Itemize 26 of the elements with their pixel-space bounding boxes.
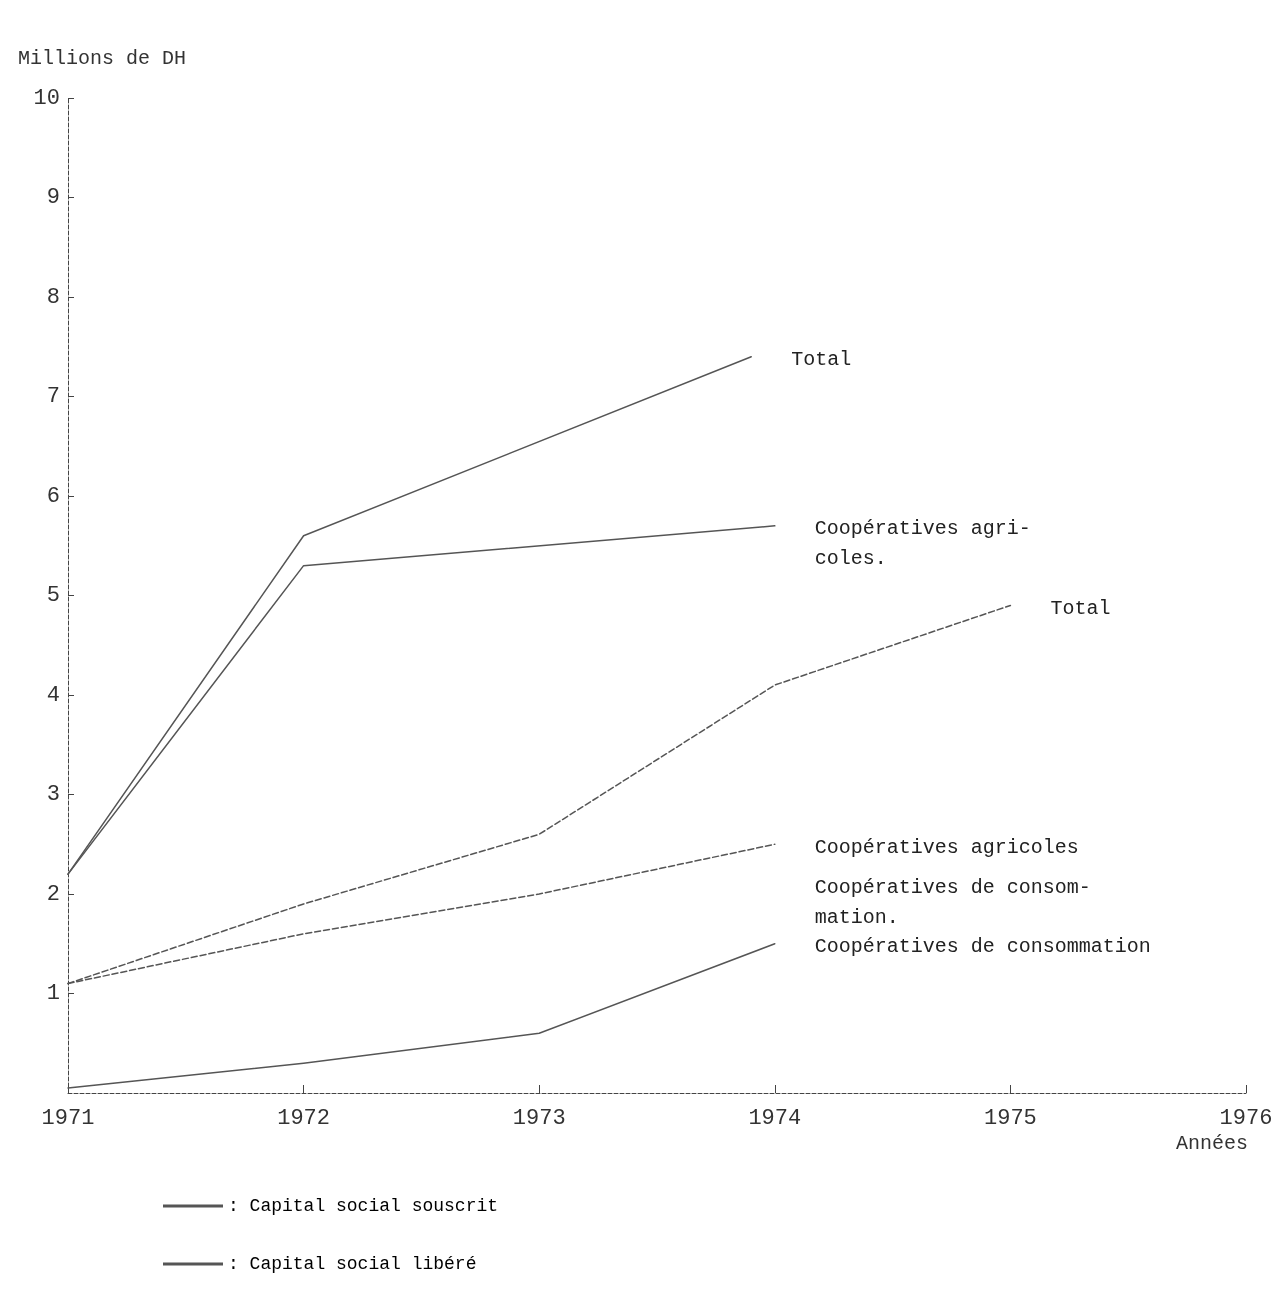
x-tick-label: 1972: [277, 1105, 331, 1131]
y-tick-label: 1: [46, 981, 60, 1006]
x-tick-label: 1976: [1219, 1105, 1273, 1131]
x-tick-label: 1973: [512, 1105, 566, 1131]
y-axis-title: Millions de DH: [18, 46, 187, 70]
y-tick-label: 5: [46, 583, 60, 608]
annotation: Coopératives agricoles: [814, 835, 1079, 859]
y-tick-label: 10: [33, 85, 60, 111]
x-tick-label: 1971: [41, 1105, 95, 1131]
x-tick-label: 1975: [983, 1105, 1037, 1131]
y-tick-label: 2: [46, 881, 60, 907]
legend-label: : Capital social souscrit: [228, 1196, 499, 1216]
y-tick-label: 4: [46, 682, 60, 708]
legend-label: : Capital social libéré: [228, 1254, 477, 1274]
annotation: Coopératives de consom- mation.: [814, 875, 1091, 929]
y-tick-label: 7: [46, 384, 60, 409]
annotation: Total: [1050, 596, 1111, 620]
annotation: Total: [791, 348, 852, 372]
y-tick-label: 3: [46, 782, 60, 807]
x-tick-label: 1974: [748, 1105, 802, 1131]
y-tick-label: 9: [46, 185, 60, 210]
x-axis-title: Années: [1176, 1131, 1249, 1155]
y-tick-label: 8: [46, 284, 60, 310]
annotation: Coopératives de consommation: [814, 935, 1151, 959]
annotation: Coopératives agri- coles.: [814, 517, 1031, 571]
y-tick-label: 6: [46, 483, 60, 509]
